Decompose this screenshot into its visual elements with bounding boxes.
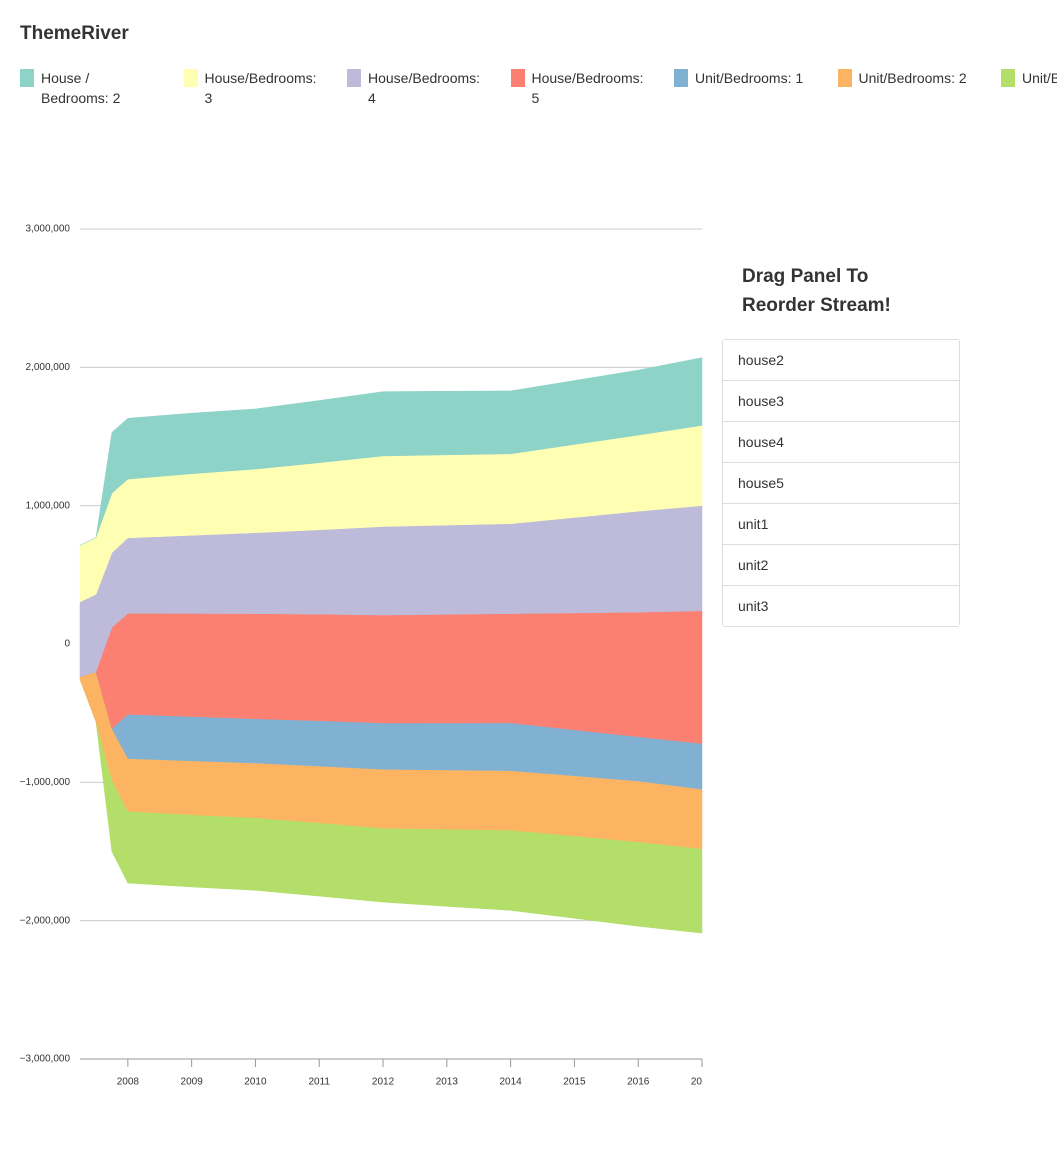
x-tick-label: 2016	[627, 1077, 650, 1088]
y-tick-label: 0	[64, 639, 70, 650]
y-tick-label: −1,000,000	[20, 777, 71, 788]
legend-swatch	[510, 69, 525, 87]
panel-title: Drag Panel To Reorder Stream!	[742, 266, 891, 316]
legend-swatch	[1001, 69, 1015, 87]
legend-label: Unit/Bedrooms: 2	[858, 70, 967, 86]
legend-label: House / Bedrooms: 2	[41, 70, 121, 106]
x-tick-label: 2010	[244, 1077, 267, 1088]
panel-item[interactable]: unit2	[723, 544, 959, 585]
axes: −3,000,000 −2,000,000 −1,000,000 0 1,000,000…	[20, 224, 71, 1065]
y-tick-label: 3,000,000	[26, 224, 71, 235]
panel-item[interactable]: house3	[723, 380, 959, 421]
legend-label: Unit/Bedrooms: 3	[1022, 70, 1057, 86]
panel-item[interactable]: house4	[723, 421, 959, 462]
chart-title: ThemeRiver	[20, 23, 129, 44]
x-tick-label: 2013	[436, 1077, 459, 1088]
legend-swatch	[837, 69, 852, 87]
legend-label: House/Bedrooms: 5	[531, 70, 644, 106]
x-tick-label: 2015	[563, 1077, 586, 1088]
panel-list: house2 house3 house4 house5 unit1 unit2 unit3	[722, 339, 960, 627]
y-tick-label: −3,000,000	[20, 1054, 71, 1065]
legend-swatch	[20, 69, 34, 87]
streams	[79, 357, 703, 934]
x-tick-label: 2017	[691, 1077, 714, 1088]
legend-swatch	[347, 69, 361, 87]
panel-item[interactable]: unit1	[723, 503, 959, 544]
x-tick-label: 2011	[308, 1077, 330, 1088]
y-tick-label: 1,000,000	[26, 500, 71, 511]
y-tick-label: 2,000,000	[26, 362, 71, 373]
x-tick-label: 2014	[499, 1077, 522, 1088]
legend-swatch	[674, 69, 688, 87]
stream	[79, 357, 703, 546]
x-tick-label: 2008	[117, 1077, 140, 1088]
legend-label: House/Bedrooms: 3	[204, 70, 317, 106]
legend-swatch	[183, 69, 198, 87]
panel-item[interactable]: house2	[723, 340, 959, 380]
legend-label: House/Bedrooms: 4	[368, 70, 481, 106]
panel-item[interactable]: house5	[723, 462, 959, 503]
x-tick-label: 2009	[181, 1077, 204, 1088]
y-tick-label: −2,000,000	[20, 915, 71, 926]
x-axis: 2008 2009 2010 2011 2012 2013 2014 2015 2016 2017	[80, 1058, 714, 1088]
legend-label: Unit/Bedrooms: 1	[695, 70, 804, 86]
panel-item[interactable]: unit3	[723, 585, 959, 626]
x-tick-label: 2012	[372, 1077, 395, 1088]
